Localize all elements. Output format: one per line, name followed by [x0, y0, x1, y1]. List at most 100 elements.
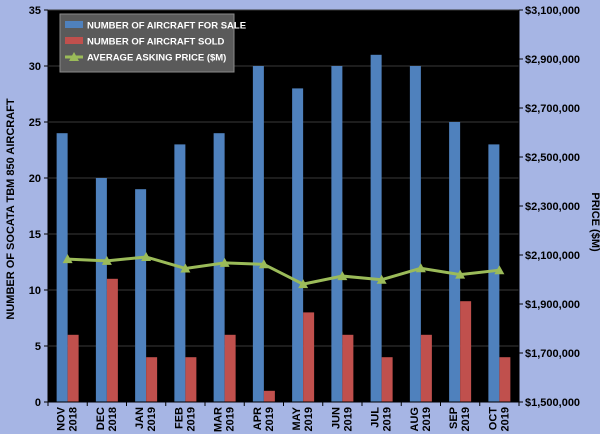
legend-swatch-marker [69, 52, 79, 61]
price-marker [298, 279, 309, 289]
bar-sold [67, 334, 79, 402]
bar-for-sale [252, 66, 264, 402]
x-tick-label-year: 2019 [225, 407, 237, 431]
bar-sold [263, 390, 275, 402]
x-tick-label-month: OCT [487, 407, 499, 431]
legend-label: AVERAGE ASKING PRICE ($M) [87, 53, 226, 64]
x-tick-label: DEC2018 [95, 407, 119, 432]
y-tick-label: 20 [29, 173, 41, 185]
x-tick-label: MAY2019 [291, 406, 315, 431]
x-tick-label-month: NOV [56, 406, 68, 431]
bar-for-sale [135, 189, 147, 402]
price-marker [415, 263, 426, 273]
x-tick-label-year: 2019 [264, 407, 276, 431]
bar-for-sale [409, 66, 421, 402]
x-tick-label-month: AUG [409, 407, 421, 431]
y2-axis-title: PRICE ($M) [589, 192, 600, 252]
y2-tick-label: $1,900,000 [525, 299, 580, 311]
x-tick-label-year: 2019 [303, 407, 315, 431]
bar-for-sale [174, 144, 186, 402]
x-tick-label: AUG2019 [409, 407, 433, 431]
price-marker [101, 255, 112, 265]
price-marker [258, 259, 269, 269]
x-tick-label-year: 2019 [421, 407, 433, 431]
x-tick-label-month: MAR [213, 407, 225, 432]
y2-tick-label: $2,500,000 [525, 152, 580, 164]
x-tick-label: APR2019 [252, 407, 276, 432]
x-tick-label-month: APR [252, 407, 264, 430]
bar-for-sale [95, 178, 107, 402]
x-tick-label: JUL2019 [370, 407, 394, 432]
x-tick-label: SEP2019 [448, 407, 472, 431]
y-tick-label: 30 [29, 61, 41, 73]
x-tick-label-month: SEP [448, 407, 460, 429]
bar-sold [185, 357, 197, 402]
x-tick-label-month: FEB [173, 407, 185, 429]
legend-swatch [65, 21, 83, 28]
bar-sold [381, 357, 393, 402]
legend-box [59, 13, 235, 73]
x-tick-label: MAR2019 [213, 407, 237, 432]
y-tick-label: 0 [35, 397, 41, 409]
price-marker [376, 274, 387, 284]
price-line [67, 255, 500, 286]
x-tick-label: OCT2019 [487, 407, 511, 432]
x-tick-label-month: JUL [370, 407, 382, 428]
bar-for-sale [292, 88, 304, 403]
price-marker [141, 251, 152, 261]
x-tick-label-year: 2019 [382, 407, 394, 431]
y-tick-label: 35 [29, 5, 41, 17]
bar-sold [342, 334, 354, 402]
plot-background [48, 10, 519, 402]
bar-sold [146, 357, 158, 402]
price-marker [337, 271, 348, 281]
x-tick-label-year: 2019 [460, 407, 472, 431]
bar-sold [106, 278, 118, 402]
x-tick-label-year: 2018 [68, 407, 80, 431]
y-tick-label: 10 [29, 285, 41, 297]
price-marker [180, 263, 191, 273]
x-tick-label: JAN2019 [134, 407, 158, 432]
x-tick-label: FEB2019 [173, 407, 197, 432]
y-tick-label: 25 [29, 117, 41, 129]
y2-tick-label: $3,100,000 [525, 5, 580, 17]
y2-tick-label: $1,500,000 [525, 397, 580, 409]
axes: 0 5 10 15 20 25 30 35 $1,500,000 $1,700,000 $1,900… [29, 5, 580, 432]
bar-for-sale [370, 54, 382, 403]
price-marker [455, 269, 466, 279]
bar-sold [499, 357, 511, 402]
bar-for-sale [449, 122, 461, 402]
x-tick-label-month: MAY [291, 406, 303, 430]
y2-tick-label: $2,100,000 [525, 250, 580, 262]
price-marker [494, 265, 505, 275]
y2-tick-label: $1,700,000 [525, 348, 580, 360]
price-marker [62, 254, 73, 264]
x-tick-label-year: 2019 [499, 407, 511, 431]
legend: NUMBER OF AIRCRAFT FOR SALE NUMBER OF AIR… [59, 13, 246, 73]
x-tick-label-month: JUN [330, 407, 342, 429]
y2-tick-label: $2,700,000 [525, 103, 580, 115]
bar-for-sale [213, 133, 225, 402]
legend-swatch [65, 37, 83, 44]
y-tick-label: 15 [29, 229, 41, 241]
bar-for-sale [331, 66, 343, 402]
legend-label: NUMBER OF AIRCRAFT FOR SALE [87, 21, 246, 32]
legend-label: NUMBER OF AIRCRAFT SOLD [87, 37, 225, 48]
x-tick-label-year: 2018 [107, 407, 119, 431]
price-marker [219, 257, 230, 267]
plot-area [48, 9, 519, 403]
bar-for-sale [56, 133, 68, 402]
x-tick-label-month: DEC [95, 407, 107, 430]
x-tick-label-month: JAN [134, 407, 146, 429]
x-tick-label-year: 2019 [146, 407, 158, 431]
x-tick-label: JUN2019 [330, 407, 354, 432]
x-tick-label-year: 2019 [185, 407, 197, 431]
bar-sold [420, 334, 432, 402]
x-tick-label: NOV2018 [56, 406, 80, 431]
bar-sold [224, 334, 236, 402]
y2-tick-label: $2,900,000 [525, 54, 580, 66]
y-tick-label: 5 [35, 341, 41, 353]
bar-sold [460, 301, 472, 402]
bar-sold [303, 312, 315, 402]
